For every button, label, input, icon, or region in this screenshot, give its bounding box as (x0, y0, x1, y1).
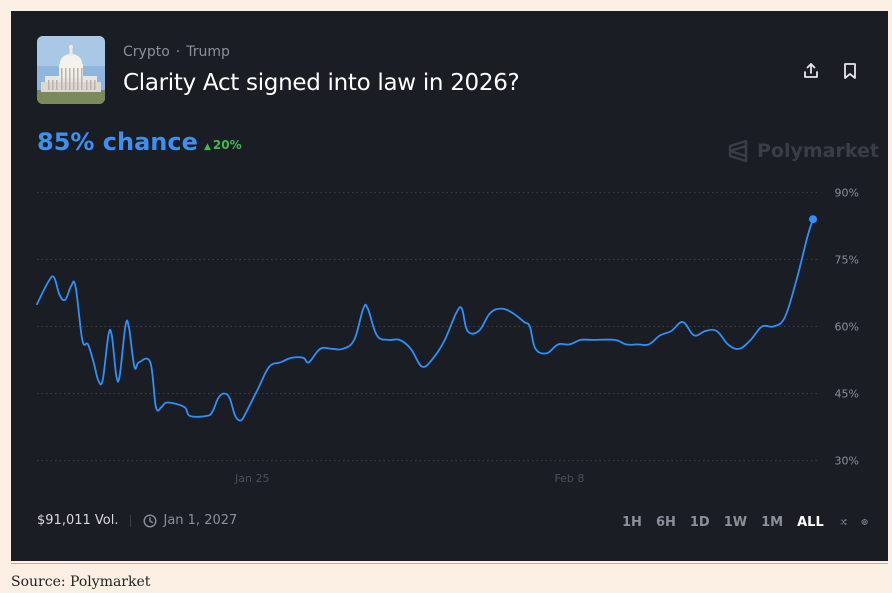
range-6h[interactable]: 6H (655, 514, 676, 530)
polymarket-logo-icon (728, 139, 748, 163)
subcategory-link[interactable]: Trump (186, 44, 230, 60)
breadcrumb: Crypto · Trump (123, 44, 230, 60)
y-tick-label: 60% (835, 321, 859, 334)
up-arrow-icon: ▲ (204, 142, 211, 152)
time-range-selector: 1H 6H 1D 1W 1M ALL (608, 513, 888, 531)
chance-delta: ▲ 20% (204, 138, 242, 152)
chance-delta-value: 20% (212, 138, 242, 152)
breadcrumb-separator: · (175, 44, 181, 60)
gear-icon[interactable] (861, 513, 868, 531)
end-date-text: Jan 1, 2027 (163, 513, 238, 528)
source-divider (11, 563, 888, 564)
chance-value: 85% chance (37, 128, 198, 156)
y-axis: 90% 75% 60% 45% 30% (835, 186, 859, 467)
market-card: Crypto · Trump Clarity Act signed into law… (11, 11, 888, 561)
series-line (36, 218, 814, 422)
market-footer: $91,011 Vol. Jan 1, 2027 (37, 513, 237, 528)
last-point-dot (809, 215, 817, 224)
share-icon[interactable] (801, 61, 821, 81)
probability-chart: 90% 75% 60% 45% 30% Jan 25 Feb 8 (36, 186, 859, 485)
y-tick-label: 45% (835, 388, 859, 401)
footer-divider (130, 514, 132, 527)
chart-grid (37, 191, 819, 462)
bookmark-icon[interactable] (840, 61, 860, 81)
range-all[interactable]: ALL (797, 514, 824, 530)
market-title: Clarity Act signed into law in 2026? (123, 70, 520, 96)
x-tick-label: Jan 25 (234, 472, 269, 485)
polymarket-brand: Polymarket (727, 138, 879, 164)
range-1m[interactable]: 1M (761, 514, 784, 530)
capitol-thumbnail[interactable] (37, 36, 105, 104)
y-tick-label: 75% (835, 253, 859, 266)
shuffle-icon[interactable] (840, 513, 847, 531)
volume-text: $91,011 Vol. (37, 513, 119, 528)
clock-icon (143, 513, 157, 528)
brand-name: Polymarket (757, 140, 879, 162)
y-tick-label: 90% (835, 186, 859, 199)
end-date: Jan 1, 2027 (143, 513, 237, 528)
category-link[interactable]: Crypto (123, 44, 170, 60)
range-1h[interactable]: 1H (622, 514, 642, 530)
y-tick-label: 30% (835, 455, 859, 468)
x-axis: Jan 25 Feb 8 (234, 472, 584, 485)
range-1d[interactable]: 1D (689, 514, 710, 530)
source-caption: Source: Polymarket (11, 574, 151, 590)
x-tick-label: Feb 8 (554, 472, 584, 485)
range-1w[interactable]: 1W (723, 514, 748, 530)
